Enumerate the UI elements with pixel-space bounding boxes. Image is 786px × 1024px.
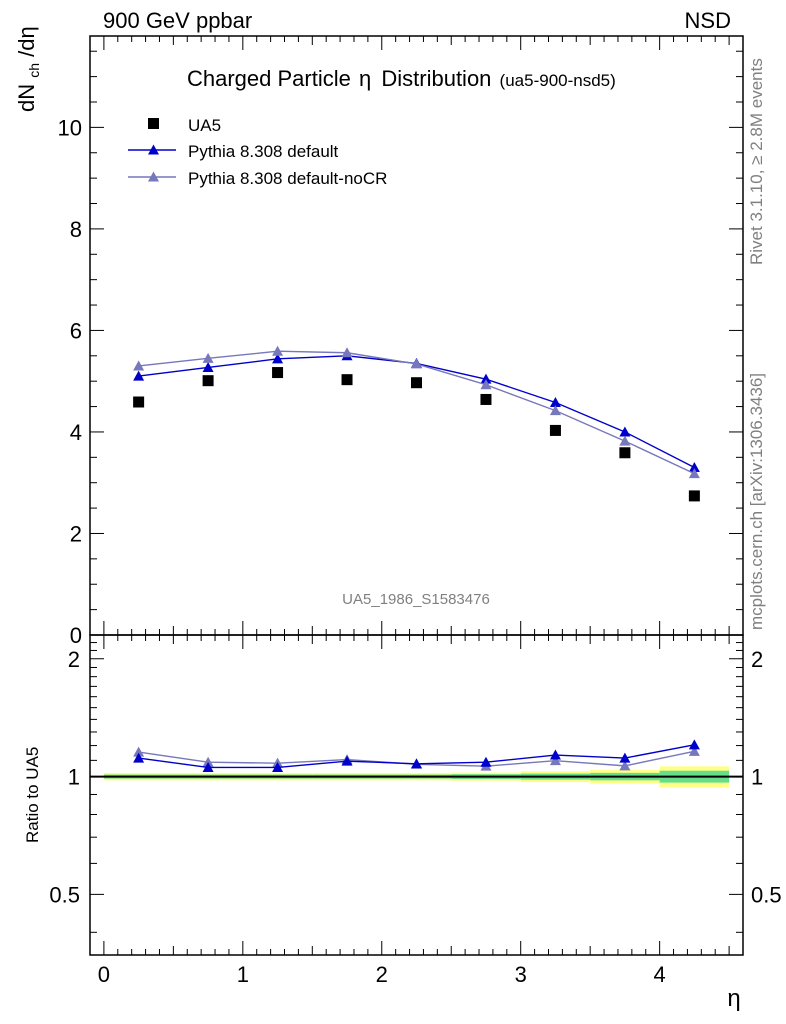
ylabel-main: dN bbox=[14, 84, 39, 112]
main-y-tick-label: 4 bbox=[70, 420, 82, 445]
ratio-data-point bbox=[619, 752, 631, 763]
ratio-plot-panel: 0 1 2 3 4 0.5 0.5 1 1 2 2 Ratio to UA5 η bbox=[23, 634, 782, 1012]
mc-data-point bbox=[341, 347, 353, 358]
mc-data-point bbox=[480, 373, 492, 384]
mc-data-point bbox=[411, 358, 422, 369]
main-y-tick-label: 0 bbox=[70, 623, 82, 648]
x-tick-label: 1 bbox=[237, 962, 249, 987]
mc-series-line bbox=[138, 355, 695, 469]
ylabel-tail: /dη bbox=[14, 26, 39, 57]
ua5-data-point bbox=[411, 377, 422, 389]
main-axis-ticks: 0 2 4 6 8 10 bbox=[58, 36, 743, 648]
ratio-data-point bbox=[133, 746, 145, 757]
ratio-data-point bbox=[202, 756, 214, 767]
ua5-data-point bbox=[480, 393, 492, 405]
ratio-y-tick-label-right: 2 bbox=[751, 647, 763, 672]
x-tick-label: 2 bbox=[376, 962, 388, 987]
ratio-data-point bbox=[133, 752, 145, 763]
mc-data-point bbox=[549, 397, 561, 408]
ratio-y-tick-label: 0.5 bbox=[49, 882, 80, 907]
ratio-data-point bbox=[202, 761, 214, 772]
legend: UA5 Pythia 8.308 default Pythia 8.308 defa… bbox=[128, 116, 387, 188]
ua5-data-point bbox=[341, 374, 353, 386]
ua5-data-point bbox=[202, 375, 214, 387]
main-y-tick-label: 8 bbox=[70, 217, 82, 242]
legend-label: Pythia 8.308 default bbox=[188, 142, 339, 161]
main-y-tick-label: 10 bbox=[58, 115, 82, 140]
mc-data-point bbox=[133, 370, 145, 381]
x-tick-label: 0 bbox=[98, 962, 110, 987]
energy-label: 900 GeV ppbar bbox=[103, 8, 252, 33]
ratio-data-series bbox=[133, 739, 700, 772]
ratio-y-axis-label: Ratio to UA5 bbox=[23, 747, 42, 843]
ratio-data-point bbox=[480, 756, 492, 767]
rivet-version-label: Rivet 3.1.10, ≥ 2.8M events bbox=[747, 58, 766, 265]
mc-data-point bbox=[133, 360, 145, 371]
ratio-data-point bbox=[341, 755, 353, 766]
ratio-y-tick-label: 2 bbox=[68, 647, 80, 672]
mc-data-point bbox=[202, 361, 214, 372]
main-plot-panel: 0 2 4 6 8 10 Charged Particle Charged Particl… bbox=[14, 26, 744, 648]
ratio-y-tick-label-right: 0.5 bbox=[751, 882, 782, 907]
main-y-tick-label: 6 bbox=[70, 318, 82, 343]
analysis-watermark: UA5_1986_S1583476 bbox=[342, 591, 490, 608]
ratio-y-tick-label-right: 1 bbox=[751, 765, 763, 790]
mc-series-line bbox=[138, 350, 695, 475]
ratio-data-point bbox=[688, 745, 700, 756]
x-tick-label: 3 bbox=[515, 962, 527, 987]
mc-data-point bbox=[272, 353, 284, 364]
mc-data-point bbox=[619, 435, 631, 446]
legend-marker-square bbox=[148, 118, 159, 129]
x-axis-label: η bbox=[727, 985, 740, 1012]
ratio-plot-frame bbox=[89, 634, 744, 956]
title-eta-symbol: η bbox=[359, 66, 371, 91]
ratio-data-point bbox=[549, 755, 561, 766]
legend-label: UA5 bbox=[188, 116, 221, 135]
mc-data-point bbox=[202, 352, 214, 363]
mc-data-point bbox=[272, 345, 284, 356]
ylabel-subscript: ch bbox=[26, 63, 42, 78]
ratio-data-point bbox=[549, 749, 561, 760]
main-data-series bbox=[133, 345, 700, 502]
ratio-axis-ticks: 0 1 2 3 4 0.5 0.5 1 1 2 2 bbox=[49, 635, 782, 987]
title-suffix: Distribution bbox=[381, 66, 491, 91]
mc-data-point bbox=[549, 405, 561, 416]
x-tick-label: 4 bbox=[654, 962, 666, 987]
ua5-data-point bbox=[619, 447, 631, 459]
title-text: Charged Particle bbox=[187, 66, 351, 91]
ua5-data-point bbox=[272, 367, 284, 379]
legend-marker-triangle bbox=[148, 171, 159, 182]
mc-data-point bbox=[619, 426, 631, 437]
ratio-data-point bbox=[272, 761, 284, 772]
process-label: NSD bbox=[685, 8, 731, 33]
ua5-data-point bbox=[133, 396, 145, 408]
mcplots-label: mcplots.cern.ch [arXiv:1306.3436] bbox=[747, 373, 766, 630]
mc-data-point bbox=[480, 379, 492, 390]
ua5-data-point bbox=[688, 490, 700, 502]
main-y-axis-label: dN ch /dη bbox=[14, 26, 44, 112]
ratio-y-tick-label: 1 bbox=[68, 765, 80, 790]
chart-subtitle: (ua5-900-nsd5) bbox=[500, 71, 616, 90]
main-y-tick-label: 2 bbox=[70, 521, 82, 546]
legend-marker-triangle bbox=[148, 144, 159, 155]
legend-label: Pythia 8.308 default-noCR bbox=[188, 169, 387, 188]
chart-title: Charged Particle η Distribution (ua5-900… bbox=[187, 66, 616, 91]
ratio-data-point bbox=[411, 758, 422, 769]
mc-data-point bbox=[688, 461, 700, 472]
ratio-data-point bbox=[688, 739, 700, 750]
mc-data-point bbox=[688, 468, 700, 479]
ratio-data-point bbox=[619, 760, 631, 771]
ua5-data-point bbox=[549, 424, 561, 436]
